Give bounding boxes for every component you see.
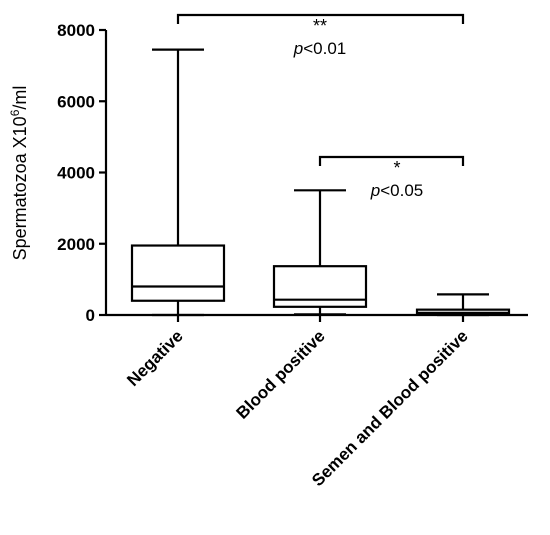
iqr-box [272,265,368,308]
iqr-box [130,244,226,302]
boxes [130,48,511,317]
bracket-line [176,13,465,24]
p-value-label: p<0.01 [293,39,346,58]
y-tick-label: 0 [86,306,95,325]
y-ticks: 0 2000 4000 6000 8000 [57,21,465,325]
significance-bracket-1: ** p<0.01 [176,13,465,58]
box-1 [130,48,226,317]
y-tick-label: 6000 [57,92,95,111]
x-category-label: Semen and Blood positive [308,326,472,490]
p-value-label: p<0.05 [370,181,423,200]
x-category-label: Blood positive [233,326,329,422]
y-tick-label: 2000 [57,235,95,254]
box-2 [272,189,368,316]
significance-annotations: ** p<0.01 * p<0.05 [176,13,465,200]
axes [104,30,528,317]
box-3 [415,293,511,317]
bracket-line [318,155,465,166]
x-category-label: Negative [123,326,187,390]
y-axis-label: Spermatozoa X106/ml [8,86,30,261]
significance-stars: * [393,158,400,178]
significance-bracket-2: * p<0.05 [318,155,465,200]
significance-stars: ** [313,16,327,36]
y-tick-label: 4000 [57,164,95,183]
y-tick-label: 8000 [57,21,95,40]
